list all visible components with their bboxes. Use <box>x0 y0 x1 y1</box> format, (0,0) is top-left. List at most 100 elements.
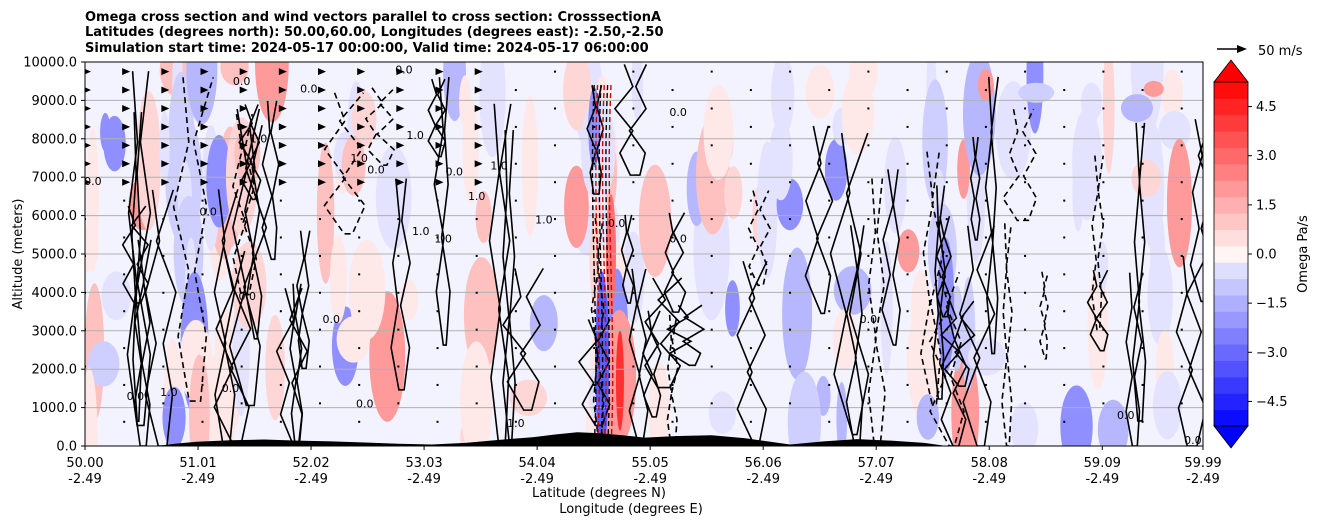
wind-vector <box>435 86 444 94</box>
omega-field-patch <box>1097 399 1129 446</box>
wind-vector <box>1141 89 1144 92</box>
wind-vector <box>435 123 444 131</box>
wind-vector <box>319 218 322 221</box>
omega-field-patch <box>521 96 539 236</box>
omega-contour-line <box>935 215 952 318</box>
wind-vector <box>1063 347 1066 350</box>
colorbar-segment <box>1214 360 1248 378</box>
wind-vector <box>1180 365 1183 368</box>
omega-contour-line <box>238 104 262 201</box>
y-tick-label: 3000.0 <box>32 324 78 339</box>
wind-vector <box>671 125 674 128</box>
wind-vector <box>397 365 400 368</box>
wind-vector <box>828 347 831 350</box>
x-tick-label-lat: 59.99 <box>1184 456 1221 471</box>
contour-label: 0.0 <box>1184 434 1202 447</box>
wind-vector <box>122 123 131 131</box>
x-tick-label-lon: -2.49 <box>1186 472 1220 487</box>
wind-vector <box>906 125 909 128</box>
omega-contour-line <box>275 287 309 446</box>
omega-contour-line <box>1091 155 1105 331</box>
wind-vector <box>789 181 792 184</box>
wind-vector <box>436 347 439 350</box>
wind-vector <box>1141 310 1144 313</box>
x-tick-label-lat: 53.03 <box>405 456 442 471</box>
wind-vector <box>475 291 478 294</box>
wind-vector <box>162 365 165 368</box>
omega-contour-line <box>1002 108 1038 222</box>
wind-vector <box>514 162 517 165</box>
wind-vector <box>828 89 831 92</box>
colorbar-segment <box>1214 311 1248 329</box>
wind-vector <box>1102 218 1105 221</box>
y-tick-label: 10000.0 <box>23 56 77 71</box>
wind-vector <box>278 68 287 76</box>
wind-vector <box>749 199 752 202</box>
omega-field-patch <box>782 247 813 380</box>
omega-field-patch <box>1131 159 1162 198</box>
colorbar-tick-label: −1.5 <box>1256 297 1288 312</box>
wind-vector <box>671 310 674 313</box>
wind-vector <box>1141 347 1144 350</box>
wind-vector <box>984 89 987 92</box>
omega-field-patch <box>1072 156 1084 232</box>
wind-vector <box>1102 402 1105 405</box>
wind-vector <box>867 70 870 73</box>
omega-field-core <box>615 330 624 431</box>
omega-contour-line <box>940 300 976 388</box>
wind-vector <box>749 89 752 92</box>
wind-vector <box>123 310 126 313</box>
contour-label: 1.0 <box>160 386 178 399</box>
wind-vector <box>278 178 287 186</box>
quiver-key-label: 50 m/s <box>1258 44 1303 59</box>
wind-vector <box>1180 144 1183 147</box>
colorbar-segment <box>1214 196 1248 214</box>
omega-field-patch <box>770 62 795 136</box>
wind-vector <box>161 160 170 168</box>
omega-field-patch <box>1158 110 1191 150</box>
omega-field-patch <box>995 81 1031 180</box>
omega-field-patch <box>479 62 506 158</box>
omega-contour-core <box>608 85 614 446</box>
wind-vector <box>318 123 327 131</box>
wind-vector <box>1141 199 1144 202</box>
wind-vector <box>1024 402 1027 405</box>
omega-contour-line <box>172 77 214 402</box>
omega-contour-line <box>663 212 687 313</box>
wind-vector <box>397 254 400 257</box>
contour-label: 1.0 <box>412 225 430 238</box>
wind-vector <box>1180 328 1183 331</box>
colorbar-label: Omega Pa/s <box>1296 215 1311 293</box>
wind-vector <box>240 328 243 331</box>
wind-vector <box>593 273 596 276</box>
wind-vector <box>436 383 439 386</box>
wind-vector <box>593 199 596 202</box>
wind-vector <box>357 160 366 168</box>
x-tick-label-lat: 54.04 <box>519 456 556 471</box>
wind-vector <box>122 86 131 94</box>
wind-vector <box>1024 254 1027 257</box>
wind-vector <box>278 86 287 94</box>
wind-vector <box>671 383 674 386</box>
omega-contour-line <box>261 100 280 261</box>
wind-vector <box>514 420 517 423</box>
colorbar-segment <box>1214 98 1248 116</box>
omega-contour-line <box>1086 269 1109 352</box>
wind-vector <box>945 291 948 294</box>
wind-vector <box>358 383 361 386</box>
wind-vector <box>945 144 948 147</box>
wind-vector <box>749 347 752 350</box>
wind-vector <box>397 402 400 405</box>
wind-vector <box>710 254 713 257</box>
wind-vector <box>867 328 870 331</box>
y-axis-label: Altitude (meters) <box>11 199 26 310</box>
contour-label: 0.0 <box>222 382 240 395</box>
wind-vector <box>357 68 366 76</box>
wind-vector <box>945 107 948 110</box>
wind-vector <box>201 236 204 239</box>
wind-vector <box>828 420 831 423</box>
terrain-profile <box>146 432 958 446</box>
y-tick-label: 0.0 <box>56 440 77 455</box>
contour-label: 1.0 <box>490 160 508 173</box>
wind-vector <box>122 68 131 76</box>
